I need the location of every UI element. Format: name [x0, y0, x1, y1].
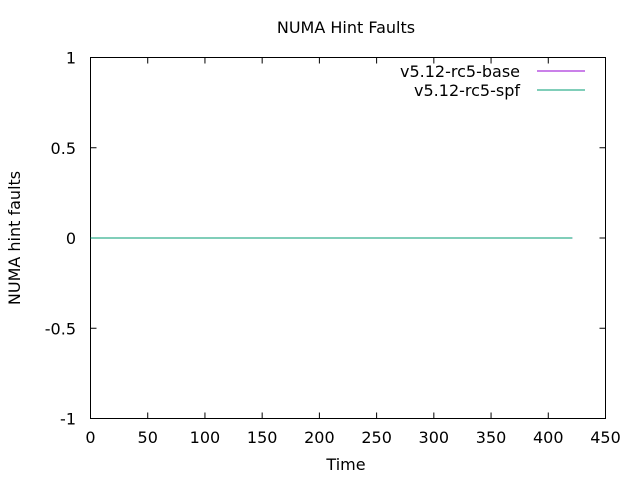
chart-title: NUMA Hint Faults: [277, 18, 415, 37]
x-tick-label: 400: [533, 428, 564, 447]
y-tick-label: -1: [60, 410, 76, 429]
x-tick-label: 100: [190, 428, 221, 447]
legend-label: v5.12-rc5-base: [400, 62, 520, 81]
x-tick-label: 0: [85, 428, 95, 447]
y-tick-label: 1: [66, 49, 76, 68]
x-tick-label: 300: [419, 428, 450, 447]
x-tick-label: 250: [361, 428, 392, 447]
x-axis-label: Time: [325, 455, 365, 474]
y-tick-label: 0.5: [51, 139, 76, 158]
x-tick-label: 50: [138, 428, 158, 447]
y-axis: -1 -0.5 0 0.5 1: [45, 49, 606, 429]
x-tick-label: 200: [304, 428, 335, 447]
y-axis-label: NUMA hint faults: [5, 171, 24, 305]
x-tick-label: 350: [476, 428, 507, 447]
y-tick-label: -0.5: [45, 319, 76, 338]
x-tick-label: 450: [590, 428, 621, 447]
x-axis: 0 50 100 150 200 250 300 350 400 450: [85, 57, 621, 447]
x-tick-label: 150: [247, 428, 278, 447]
legend-label: v5.12-rc5-spf: [414, 81, 520, 100]
y-tick-label: 0: [66, 229, 76, 248]
